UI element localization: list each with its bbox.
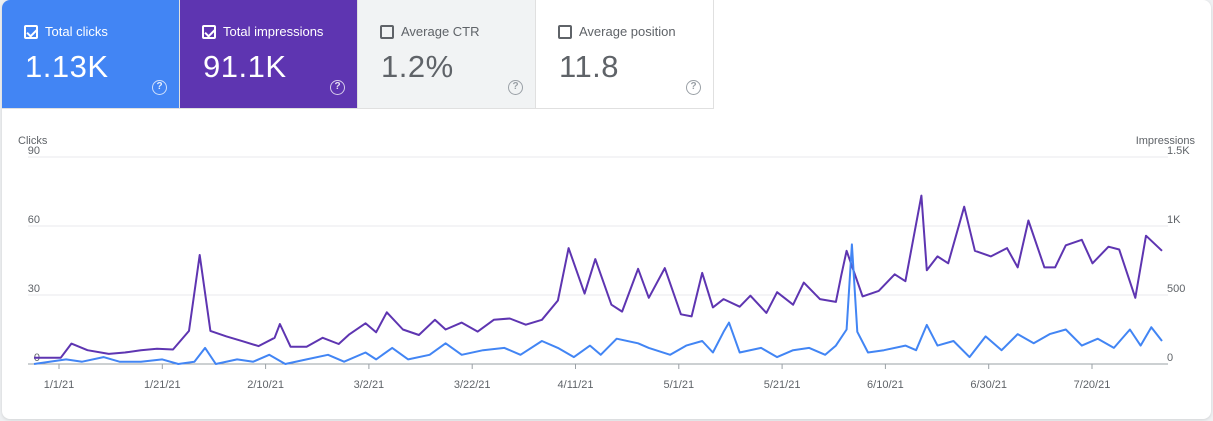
metric-label: Total clicks: [45, 24, 108, 39]
checkbox[interactable]: [202, 25, 216, 39]
right-tick-label: 1.5K: [1167, 145, 1190, 157]
metric-label: Average CTR: [401, 24, 480, 39]
metric-value: 91.1K: [203, 49, 287, 84]
right-tick-label: 0: [1167, 352, 1173, 364]
metric-total-impressions[interactable]: Total impressions 91.1K ?: [180, 0, 358, 109]
help-icon[interactable]: ?: [508, 80, 523, 95]
checkbox[interactable]: [24, 25, 38, 39]
right-axis-title: Impressions: [1136, 135, 1196, 147]
x-tick-label: 1/1/21: [44, 379, 75, 391]
x-tick-label: 5/1/21: [664, 379, 695, 391]
metric-tabs: Total clicks 1.13K ? Total impressions 9…: [2, 0, 714, 109]
left-tick-label: 30: [28, 283, 40, 295]
metric-label: Total impressions: [223, 24, 324, 39]
series-line-total-clicks: [33, 243, 1163, 365]
right-tick-label: 1K: [1167, 214, 1181, 226]
metric-value: 11.8: [559, 49, 620, 84]
x-tick-label: 1/21/21: [144, 379, 181, 391]
checkbox[interactable]: [380, 25, 394, 39]
metric-value: 1.13K: [25, 49, 109, 84]
x-tick-label: 6/30/21: [970, 379, 1007, 391]
metric-label: Average position: [579, 24, 676, 39]
left-axis-title: Clicks: [18, 135, 48, 147]
x-tick-label: 7/20/21: [1074, 379, 1111, 391]
checkbox[interactable]: [558, 25, 572, 39]
help-icon[interactable]: ?: [152, 80, 167, 95]
x-tick-label: 3/22/21: [454, 379, 491, 391]
x-tick-label: 2/10/21: [247, 379, 284, 391]
x-tick-label: 4/11/21: [558, 379, 594, 391]
metric-average-ctr[interactable]: Average CTR 1.2% ?: [358, 0, 536, 109]
left-tick-label: 90: [28, 145, 40, 157]
help-icon[interactable]: ?: [686, 80, 701, 95]
x-tick-label: 5/21/21: [764, 379, 801, 391]
left-tick-label: 60: [28, 214, 40, 226]
performance-chart: Clicks Impressions 90 60 30 0 1.5K 1K 500 0 1/…: [2, 120, 1211, 419]
x-tick-label: 3/2/21: [354, 379, 385, 391]
series-line-total-impressions: [34, 194, 1163, 359]
help-icon[interactable]: ?: [330, 80, 345, 95]
metric-value: 1.2%: [381, 49, 454, 84]
metric-average-position[interactable]: Average position 11.8 ?: [536, 0, 714, 109]
metric-total-clicks[interactable]: Total clicks 1.13K ?: [2, 0, 180, 109]
right-tick-label: 500: [1167, 283, 1185, 295]
x-tick-label: 6/10/21: [867, 379, 904, 391]
